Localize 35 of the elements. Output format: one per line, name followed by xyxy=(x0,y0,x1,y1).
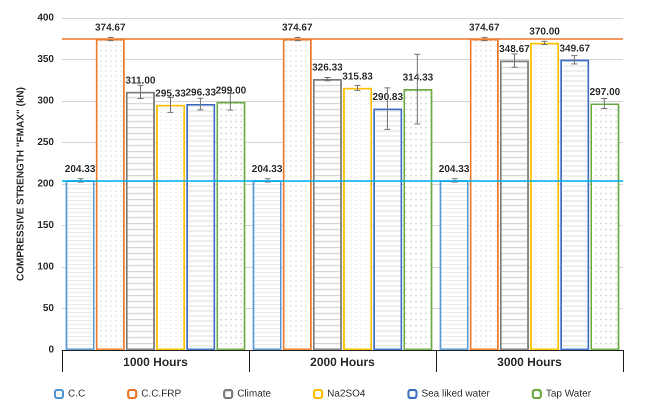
legend-label: Tap Water xyxy=(546,388,592,400)
data-label: 370.00 xyxy=(529,26,560,38)
data-label: 374.67 xyxy=(94,22,126,34)
y-tick-label: 100 xyxy=(37,262,54,272)
data-label: 204.33 xyxy=(252,164,283,175)
y-tick-label: 0 xyxy=(48,344,54,356)
data-label: 315.83 xyxy=(342,71,374,82)
y-tick-label: 350 xyxy=(37,54,54,65)
data-label: 349.67 xyxy=(559,43,590,54)
data-label: 311.00 xyxy=(125,75,156,86)
y-tick-label: 150 xyxy=(37,220,54,231)
data-label: 204.33 xyxy=(64,164,96,175)
data-label: 296.33 xyxy=(185,88,216,99)
data-label: 326.33 xyxy=(312,62,344,74)
legend-label: C.C xyxy=(68,388,86,400)
data-label: 295.33 xyxy=(155,88,186,100)
legend-label: Sea liked water xyxy=(421,388,490,400)
data-label: 297.00 xyxy=(590,86,621,98)
y-tick-label: 200 xyxy=(37,178,54,190)
data-label: 299.00 xyxy=(216,85,247,96)
data-label: 348.67 xyxy=(499,44,530,56)
data-label: 374.67 xyxy=(282,22,313,34)
y-tick-label: 400 xyxy=(37,12,54,24)
x-tick-label: 1000 Hours xyxy=(123,355,188,369)
x-tick-label: 2000 Hours xyxy=(310,355,376,369)
data-label: 204.33 xyxy=(438,164,470,175)
data-label: 374.67 xyxy=(468,22,500,34)
legend-label: Na2SO4 xyxy=(327,388,366,400)
legend-label: Climate xyxy=(237,388,272,400)
y-tick-label: 250 xyxy=(37,137,54,148)
y-tick-label: 300 xyxy=(37,96,54,106)
y-axis-title: COMPRESSIVE STRENGTH "FMAX" (kN) xyxy=(16,87,26,281)
y-tick-label: 50 xyxy=(42,303,54,314)
legend-label: C.C.FRP xyxy=(141,388,182,400)
x-tick-label: 3000 Hours xyxy=(497,355,562,369)
